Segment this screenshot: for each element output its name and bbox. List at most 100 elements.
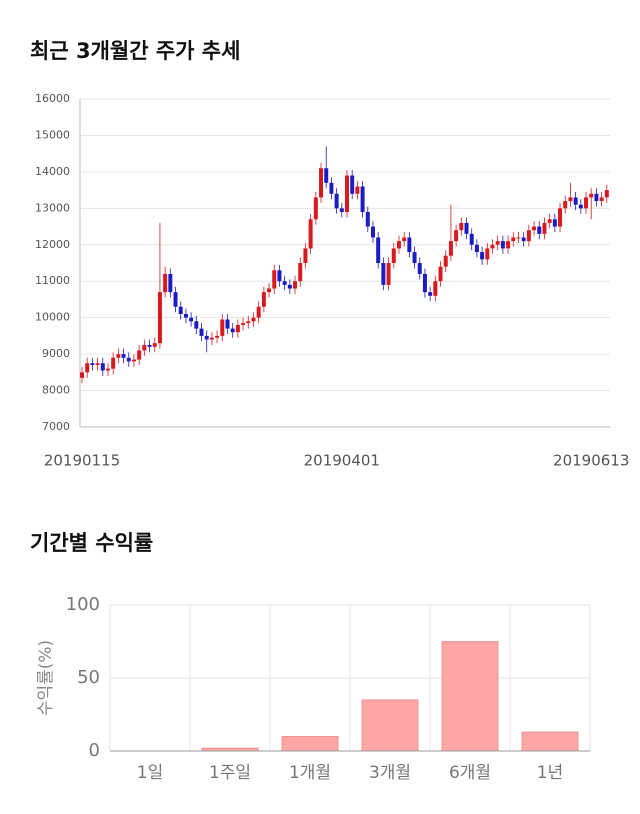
candle-body — [241, 323, 246, 325]
candle-body — [173, 292, 178, 307]
candle-body — [261, 292, 266, 307]
candle-body — [230, 328, 235, 333]
bar — [441, 641, 499, 752]
bar — [521, 731, 579, 752]
x-tick-label: 20190115 — [44, 452, 120, 470]
candle-body — [168, 273, 173, 293]
candle-body — [438, 266, 443, 282]
candle-body — [251, 317, 256, 322]
x-tick-label: 1개월 — [289, 763, 331, 783]
candle-body — [547, 219, 552, 223]
candle-body — [334, 193, 339, 209]
candle-body — [293, 281, 298, 289]
candle-body — [303, 248, 308, 263]
candle-body — [152, 343, 157, 347]
candle-body — [246, 321, 251, 324]
candle-body — [298, 263, 303, 282]
candle-body — [521, 237, 526, 242]
chart-title: 최근 3개월간 주가 추세 — [30, 39, 240, 63]
y-tick-label: 10000 — [35, 311, 70, 324]
candle-body — [443, 255, 448, 267]
candle-body — [121, 354, 126, 358]
candle-body — [189, 317, 194, 322]
candle-body — [506, 241, 511, 249]
candle-body — [282, 281, 287, 285]
candle-body — [469, 233, 474, 245]
candle-body — [313, 197, 318, 220]
y-axis-label: 수익률(%) — [36, 640, 56, 716]
candle-body — [568, 197, 573, 202]
candle-body — [604, 190, 609, 198]
candle-body — [474, 244, 479, 253]
candle-body — [402, 237, 407, 242]
candle-body — [225, 319, 230, 329]
candle-body — [537, 226, 542, 234]
y-tick-label: 9000 — [42, 347, 70, 360]
x-tick-label: 20190401 — [304, 452, 380, 470]
candle-body — [454, 230, 459, 242]
candle-body — [422, 273, 427, 293]
candle-body — [215, 335, 220, 338]
candle-body — [584, 197, 589, 209]
candle-body — [563, 201, 568, 209]
candle-body — [532, 226, 537, 231]
candle-body — [324, 168, 329, 183]
candle-body — [589, 193, 594, 198]
y-tick-label: 100 — [66, 594, 100, 615]
candle-body — [365, 211, 370, 227]
candle-body — [204, 335, 209, 340]
candle-body — [594, 193, 599, 202]
candle-body — [277, 270, 282, 282]
y-tick-label: 50 — [77, 667, 100, 688]
x-tick-label: 1년 — [537, 763, 563, 783]
y-tick-label: 7000 — [42, 420, 70, 433]
candle-body — [90, 363, 95, 366]
x-tick-label: 3개월 — [369, 763, 411, 783]
x-tick-label: 1일 — [137, 763, 163, 783]
y-tick-label: 14000 — [35, 165, 70, 178]
candle-body — [183, 314, 188, 318]
candle-body — [137, 350, 142, 360]
candle-body — [495, 241, 500, 245]
candle-body — [516, 237, 521, 239]
candle-body — [345, 175, 349, 212]
candle-body — [355, 186, 360, 194]
candle-body — [80, 372, 84, 378]
candle-body — [116, 354, 121, 358]
candle-body — [95, 363, 100, 366]
candle-body — [272, 270, 277, 289]
candle-body — [391, 248, 396, 263]
candle-body — [386, 263, 391, 285]
candle-body — [578, 204, 583, 209]
bar — [361, 699, 419, 752]
chart-title: 기간별 수익률 — [30, 531, 153, 555]
candle-body — [599, 197, 604, 202]
candle-body — [85, 363, 90, 373]
candle-body — [428, 292, 433, 296]
y-tick-label: 11000 — [35, 274, 70, 287]
candle-body — [147, 345, 152, 347]
x-tick-label: 6개월 — [449, 763, 491, 783]
candle-body — [464, 222, 469, 234]
x-tick-label: 20190613 — [553, 452, 629, 470]
candle-body — [142, 345, 147, 351]
candle-body — [350, 175, 355, 194]
candle-body — [329, 182, 334, 194]
candle-body — [319, 168, 324, 198]
candle-body — [131, 359, 136, 362]
candle-body — [558, 208, 563, 227]
candle-body — [511, 237, 516, 242]
candle-body — [542, 222, 547, 234]
candle-body — [459, 222, 464, 231]
y-tick-label: 15000 — [35, 128, 70, 141]
candle-body — [376, 237, 381, 263]
y-tick-label: 8000 — [42, 384, 70, 397]
candle-body — [500, 241, 505, 249]
bar — [281, 736, 339, 752]
candle-body — [256, 306, 261, 318]
candle-body — [235, 324, 240, 333]
candle-body — [412, 252, 417, 263]
y-tick-label: 13000 — [35, 201, 70, 214]
candle-body — [339, 208, 344, 212]
